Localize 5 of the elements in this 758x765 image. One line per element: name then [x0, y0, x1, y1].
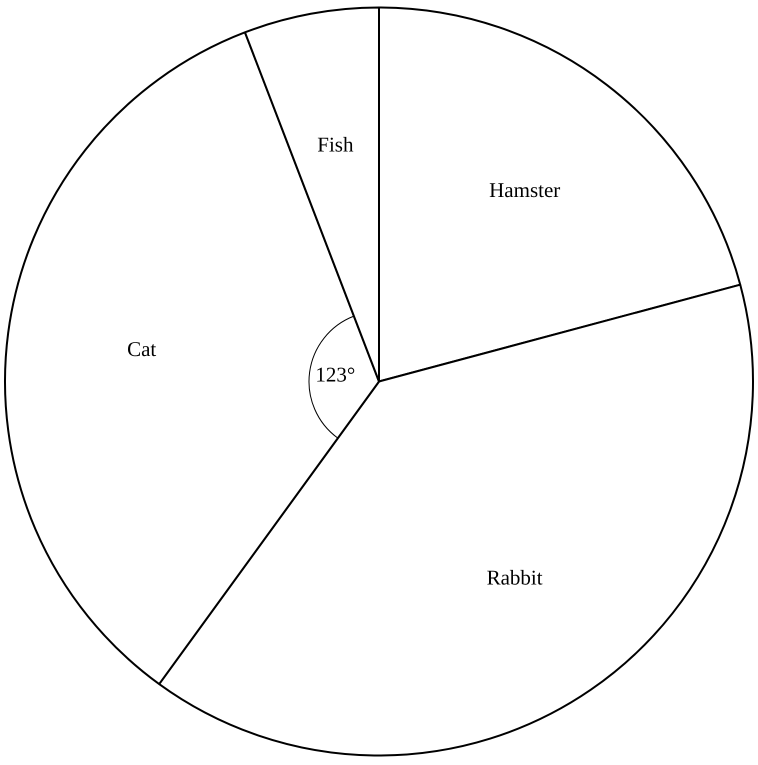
slice-label: Rabbit	[486, 565, 543, 590]
data-label: 123°	[315, 362, 356, 386]
slice-label: Fish	[317, 132, 354, 157]
slice-label: Cat	[127, 336, 156, 361]
slice-label: Hamster	[489, 178, 560, 202]
